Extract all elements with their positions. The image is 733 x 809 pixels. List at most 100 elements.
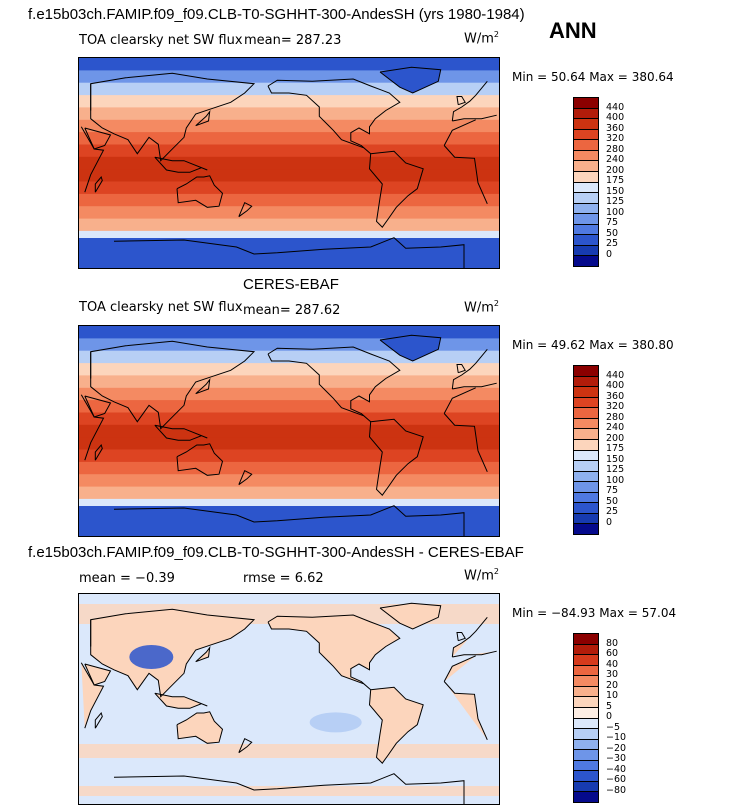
panel2-variable: TOA clearsky net SW flux <box>79 300 243 315</box>
colorbar-tick-label: 440 <box>606 101 625 113</box>
colorbar-swatch <box>574 655 598 666</box>
colorbar-swatch <box>574 429 598 440</box>
panel3-mean-value: −0.39 <box>135 571 175 586</box>
colorbar-tick-label: 125 <box>606 464 625 475</box>
map-latitude-band <box>79 412 499 426</box>
map-latitude-band <box>79 144 499 158</box>
colorbar-tick-label: 320 <box>606 133 625 144</box>
panel2-title: CERES-EBAF <box>243 276 339 293</box>
colorbar-swatch <box>574 676 598 687</box>
map-coastline <box>84 127 112 150</box>
units-sup: 2 <box>493 30 499 39</box>
map-land-fill <box>268 615 400 690</box>
panel3-rmse-label: rmse = <box>243 571 291 586</box>
panel3-min-value: −84.93 <box>551 606 596 620</box>
panel1-max-label: Max = <box>589 70 628 84</box>
map-coastline <box>80 119 488 205</box>
map-coastline <box>267 614 401 691</box>
colorbar-swatch <box>574 792 598 802</box>
map-latitude-band <box>79 486 499 500</box>
colorbar-tick-label: −5 <box>606 721 621 733</box>
map-coastline <box>195 109 211 127</box>
colorbar-tick-label: 240 <box>606 422 625 433</box>
map-coastline <box>80 387 488 473</box>
colorbar-tick-label: 400 <box>606 380 625 391</box>
colorbar-tick-label: 60 <box>606 648 619 659</box>
map-coastline <box>90 340 256 430</box>
map-latitude-band <box>79 218 499 232</box>
panel3-colorbar-labels: 80 60 40 30 20 10 5 0 −5 −10 −20 −30 −40 −60 −80 <box>606 633 646 801</box>
map-coastline <box>195 377 211 395</box>
map-coastline <box>456 364 466 374</box>
colorbar-tick-label: 320 <box>606 401 625 412</box>
colorbar-tick-label: 440 <box>606 369 625 381</box>
units-sup: 2 <box>493 567 499 576</box>
colorbar-swatch <box>574 182 598 194</box>
colorbar-swatch <box>574 119 598 130</box>
map-coastline <box>368 150 424 228</box>
colorbar-tick-label: 25 <box>606 238 619 249</box>
panel1-title: f.e15b03ch.FAMIP.f09_f09.CLB-T0-SGHHT-30… <box>28 6 525 23</box>
colorbar-swatch <box>574 524 598 534</box>
panel1-variable: TOA clearsky net SW flux <box>79 33 243 48</box>
panel3-units: W/m2 <box>464 567 499 583</box>
colorbar-tick-label: 200 <box>606 164 625 176</box>
map-coastline <box>379 66 442 94</box>
map-coastline <box>379 334 442 362</box>
map-latitude-band <box>79 169 499 183</box>
map-latitude-band <box>79 424 499 438</box>
colorbar-tick-label: 75 <box>606 217 619 228</box>
map-north-cap <box>79 58 499 66</box>
map-coastline <box>456 632 466 642</box>
colorbar-swatch <box>574 665 598 677</box>
map-coastline <box>238 738 253 754</box>
colorbar-swatch <box>574 439 598 451</box>
colorbar-swatch <box>574 150 598 162</box>
map-latitude-band <box>79 363 499 376</box>
map-coastline <box>368 686 424 764</box>
map-latitude-band <box>79 193 499 207</box>
panel2-max-label: Max = <box>589 338 628 352</box>
map-coastline <box>94 443 103 461</box>
panel3-max-label: Max = <box>599 606 638 620</box>
map-north-cap <box>79 326 499 334</box>
map-coastline <box>84 395 112 418</box>
colorbar-tick-label: 75 <box>606 485 619 496</box>
map-warm-band <box>79 786 499 796</box>
panel1-map <box>78 57 500 269</box>
colorbar-swatch <box>574 644 598 656</box>
colorbar-swatch <box>574 781 598 793</box>
map-coastline <box>113 237 465 268</box>
map-coastline <box>113 505 465 536</box>
colorbar-tick-label: 240 <box>606 154 625 165</box>
map-latitude-band <box>79 350 499 364</box>
colorbar-swatch <box>574 450 598 462</box>
colorbar-tick-label: 50 <box>606 495 619 507</box>
map-latitude-band <box>79 474 499 488</box>
map-coastline <box>94 175 103 193</box>
colorbar-tick-label: 175 <box>606 175 625 186</box>
units-text: W/m <box>464 568 494 584</box>
colorbar-tick-label: 360 <box>606 122 625 134</box>
colorbar-tick-label: 280 <box>606 411 625 423</box>
colorbar-swatch <box>574 634 598 645</box>
colorbar-swatch <box>574 492 598 504</box>
colorbar-swatch <box>574 129 598 141</box>
map-land-fill <box>154 693 208 709</box>
colorbar-swatch <box>574 366 598 377</box>
map-coastline <box>238 202 253 218</box>
colorbar-tick-label: 100 <box>606 474 625 486</box>
map-cool-anomaly <box>309 712 362 733</box>
colorbar-swatch <box>574 461 598 472</box>
colorbar-swatch <box>574 718 598 730</box>
map-coastline <box>90 72 256 162</box>
colorbar-tick-label: 40 <box>606 658 619 670</box>
map-coastline <box>238 470 253 486</box>
colorbar-tick-label: −20 <box>606 742 627 754</box>
colorbar-tick-label: 400 <box>606 112 625 123</box>
panel1-map-svg <box>79 58 499 268</box>
colorbar-swatch <box>574 750 598 761</box>
colorbar-swatch <box>574 760 598 772</box>
map-coastline <box>90 608 256 698</box>
panel1-mean-label: mean= <box>244 33 292 48</box>
